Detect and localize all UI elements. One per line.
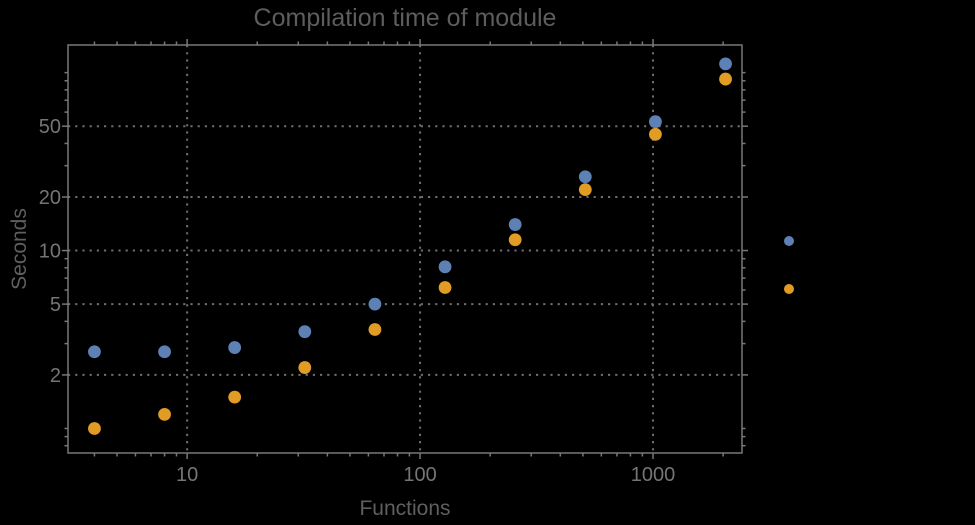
data-point-series-blue: [508, 218, 522, 231]
x-tick-label: 100: [403, 464, 436, 486]
y-tick-label: 10: [39, 241, 61, 263]
data-point-series-blue: [228, 341, 242, 354]
data-point-series-orange: [298, 361, 312, 374]
legend-marker-orange: [784, 284, 794, 294]
data-point-series-orange: [578, 183, 592, 197]
y-tick-label: 2: [50, 365, 61, 387]
x-tick-label: 1000: [631, 464, 676, 486]
data-point-series-orange: [649, 127, 662, 141]
legend-marker-blue: [784, 236, 794, 246]
data-point-series-orange: [719, 72, 732, 86]
data-point-series-blue: [368, 297, 382, 311]
y-tick-label: 20: [39, 187, 61, 209]
data-point-series-orange: [88, 422, 101, 435]
data-point-series-blue: [719, 57, 732, 71]
x-tick-label: 10: [176, 464, 198, 486]
data-point-series-blue: [298, 325, 312, 339]
x-axis-label: Functions: [359, 497, 451, 520]
data-point-series-orange: [368, 323, 382, 336]
data-point-series-blue: [578, 170, 592, 184]
data-point-series-blue: [438, 260, 452, 274]
y-tick-label: 50: [39, 116, 61, 138]
data-point-series-orange: [438, 281, 452, 294]
data-point-series-orange: [228, 390, 242, 404]
data-point-series-blue: [158, 345, 171, 359]
data-point-series-blue: [649, 115, 662, 129]
data-point-series-blue: [88, 345, 101, 359]
chart-title: Compilation time of module: [253, 4, 557, 32]
y-tick-label: 5: [50, 294, 61, 316]
plot-frame: [67, 44, 743, 454]
data-point-series-orange: [508, 233, 522, 247]
data-point-series-orange: [158, 407, 171, 421]
